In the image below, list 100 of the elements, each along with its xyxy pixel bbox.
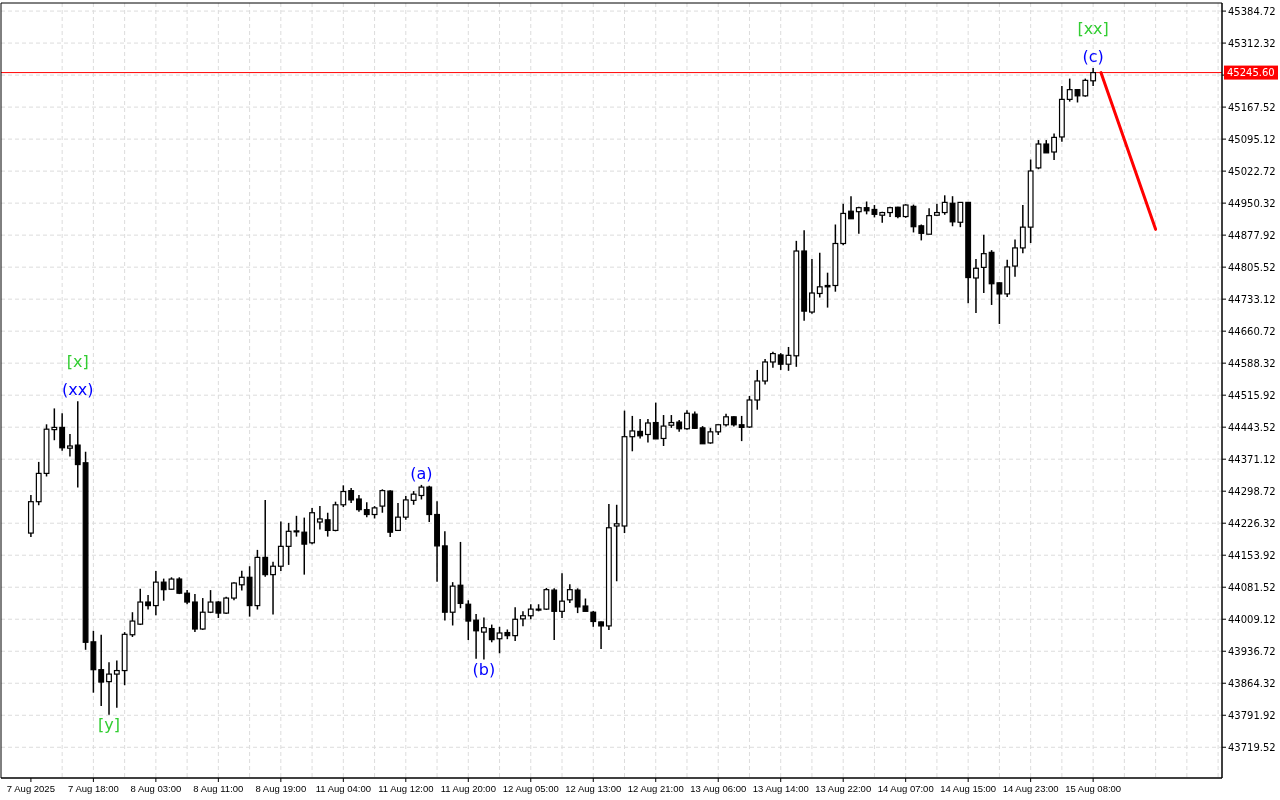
y-tick-label: 43719.52 <box>1228 741 1276 753</box>
candlestick <box>980 233 987 294</box>
x-tick-label: 14 Aug 15:00 <box>940 783 997 794</box>
x-tick-label: 12 Aug 13:00 <box>565 783 622 794</box>
candlestick <box>277 520 284 572</box>
x-tick-label: 13 Aug 06:00 <box>690 783 747 794</box>
y-tick-label: 44950.32 <box>1228 197 1276 209</box>
candlestick <box>848 195 854 220</box>
candlestick <box>762 358 769 386</box>
x-tick-label: 14 Aug 23:00 <box>1002 783 1059 794</box>
y-tick-label: 43791.92 <box>1228 709 1276 721</box>
x-tick-label: 7 Aug 18:00 <box>68 783 119 794</box>
ref-line-label: 45245.60 <box>1227 67 1275 79</box>
candlestick <box>402 495 409 521</box>
candlestick <box>629 415 636 453</box>
x-tick-label: 12 Aug 05:00 <box>502 783 559 794</box>
y-tick-label: 44877.92 <box>1228 229 1276 241</box>
candlestick <box>480 616 487 661</box>
candlestick <box>637 418 644 440</box>
y-tick-label: 44443.52 <box>1228 421 1276 433</box>
candlestick <box>551 587 558 641</box>
annotation: [xx] <box>1077 18 1109 38</box>
x-tick-label: 8 Aug 03:00 <box>130 783 182 794</box>
x-tick-label: 11 Aug 04:00 <box>315 783 371 794</box>
candlestick <box>67 433 73 458</box>
candlestick <box>324 511 331 538</box>
candlestick <box>270 561 276 616</box>
candlestick <box>113 659 120 709</box>
candlestick <box>231 581 237 602</box>
y-tick-label: 44298.72 <box>1228 485 1276 497</box>
candlestick <box>652 401 659 440</box>
candlestick <box>1019 204 1026 254</box>
candlestick <box>1066 77 1073 103</box>
candlestick <box>559 572 565 619</box>
annotation: [y] <box>98 714 120 734</box>
candlestick <box>98 634 105 707</box>
candlestick <box>1012 238 1018 278</box>
x-tick-label: 11 Aug 20:00 <box>440 783 496 794</box>
y-tick-label: 44153.92 <box>1228 549 1276 561</box>
candlestick <box>106 661 112 716</box>
annotation: (a) <box>410 463 433 483</box>
x-tick-label: 14 Aug 07:00 <box>877 783 934 794</box>
x-tick-label: 7 Aug 2025 <box>6 783 55 794</box>
candlestick <box>1051 132 1058 161</box>
y-tick-label: 44515.92 <box>1228 389 1276 401</box>
y-tick-label: 45167.52 <box>1228 101 1276 113</box>
y-tick-label: 44733.12 <box>1228 293 1276 305</box>
annotation: (c) <box>1082 46 1104 66</box>
x-tick-label: 13 Aug 14:00 <box>752 783 809 794</box>
candlestick <box>613 504 620 583</box>
candlestick <box>59 412 66 452</box>
candlestick <box>379 488 386 514</box>
y-tick-label: 44226.32 <box>1228 517 1276 529</box>
x-tick-label: 12 Aug 21:00 <box>627 783 684 794</box>
candlestick <box>816 252 823 299</box>
candlestick <box>754 369 761 411</box>
x-tick-label: 13 Aug 22:00 <box>815 783 872 794</box>
annotation: (b) <box>472 659 496 679</box>
annotation: (xx) <box>62 380 94 400</box>
candlestick <box>644 418 651 444</box>
candlestick <box>238 569 245 592</box>
candlestick <box>262 499 269 578</box>
y-tick-label: 45384.72 <box>1228 5 1276 17</box>
candlestick <box>137 588 144 626</box>
candlestick <box>316 505 323 531</box>
candlestick <box>684 409 690 431</box>
candlestick <box>74 400 81 489</box>
candlestick <box>152 570 159 617</box>
y-tick-label: 45312.32 <box>1228 37 1276 49</box>
candlestick <box>926 207 933 235</box>
candlestick <box>301 516 308 576</box>
candlestick <box>566 583 573 604</box>
candlestick <box>473 613 480 660</box>
y-tick-label: 43864.32 <box>1228 677 1276 689</box>
candlestick <box>395 502 401 532</box>
candlestick <box>598 620 605 650</box>
y-tick-label: 45022.72 <box>1228 165 1276 177</box>
candlestick <box>809 258 815 315</box>
y-tick-label: 44009.12 <box>1228 613 1276 625</box>
candlestick <box>512 606 519 642</box>
y-tick-label: 44805.52 <box>1228 261 1276 273</box>
x-tick-label: 8 Aug 11:00 <box>193 783 244 794</box>
y-tick-label: 44588.32 <box>1228 357 1276 369</box>
candlestick <box>199 597 206 631</box>
candlestick <box>1090 67 1097 87</box>
y-tick-label: 44371.12 <box>1228 453 1276 465</box>
candlestick <box>160 577 167 602</box>
x-tick-label: 8 Aug 19:00 <box>255 783 307 794</box>
y-tick-label: 44660.72 <box>1228 325 1276 337</box>
y-tick-label: 45095.12 <box>1228 133 1276 145</box>
candlestick <box>465 599 472 641</box>
y-tick-label: 44081.52 <box>1228 581 1276 593</box>
y-tick-label: 43936.72 <box>1228 645 1276 657</box>
annotation: [x] <box>66 352 89 372</box>
x-tick-label: 15 Aug 08:00 <box>1065 783 1122 794</box>
candlestick <box>855 206 862 235</box>
candlestick <box>973 258 979 314</box>
candlestick <box>1082 77 1089 98</box>
candlestick <box>145 594 152 611</box>
candlestick <box>941 194 948 216</box>
